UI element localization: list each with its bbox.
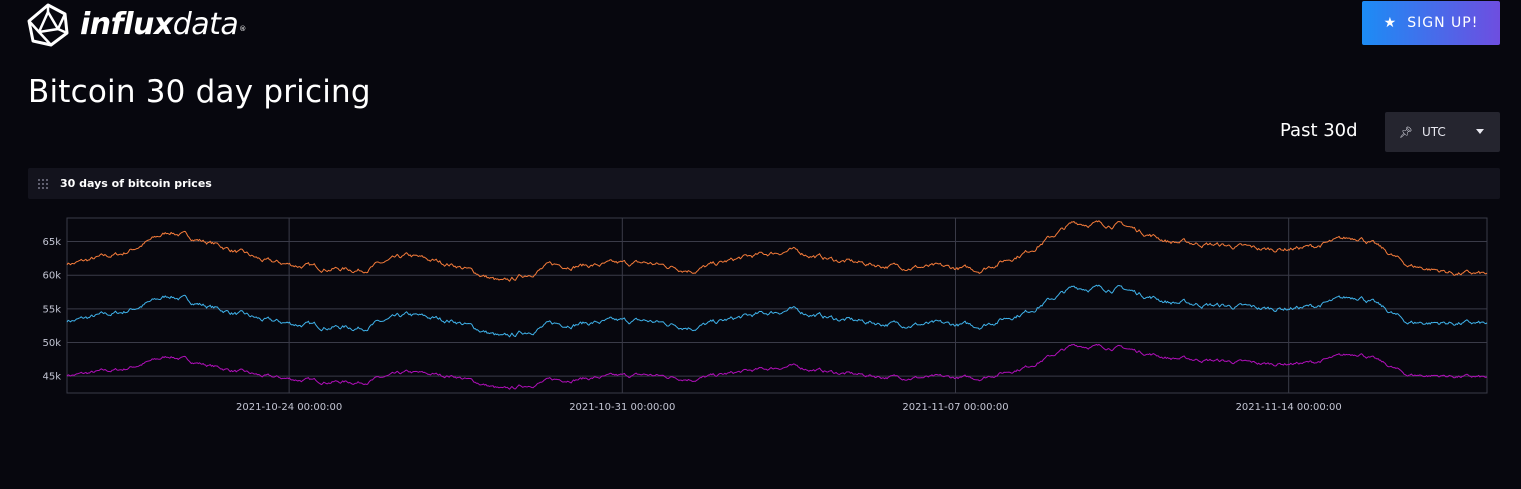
logo-wordmark-light: data — [172, 7, 239, 42]
star-icon: ★ — [1383, 15, 1398, 31]
chevron-down-icon — [1476, 129, 1484, 134]
y-tick-label: 65k — [42, 237, 61, 248]
y-tick-label: 60k — [42, 271, 61, 282]
timezone-dropdown[interactable]: 📌︎ UTC — [1385, 112, 1500, 152]
x-tick-label: 2021-11-14 00:00:00 — [1236, 402, 1342, 413]
logo-wordmark-bold: influx — [80, 7, 173, 42]
drag-handle-icon[interactable] — [38, 178, 50, 189]
panel-title: 30 days of bitcoin prices — [60, 177, 212, 190]
sign-up-button[interactable]: ★ SIGN UP! — [1362, 1, 1500, 45]
logo-registered-mark: ® — [239, 25, 246, 33]
series-line — [66, 284, 1488, 338]
page-title: Bitcoin 30 day pricing — [28, 74, 371, 110]
timezone-value: UTC — [1421, 125, 1446, 139]
influxdata-logo[interactable]: influxdata® — [27, 3, 246, 47]
y-tick-label: 50k — [42, 338, 61, 349]
sign-up-label: SIGN UP! — [1407, 15, 1479, 31]
series-line — [66, 343, 1488, 390]
logo-wordmark: influxdata® — [80, 7, 246, 43]
price-chart[interactable]: 45k 50k 55k 60k 65k 2021-10-24 00:00:00 2021-1… — [0, 200, 1521, 440]
time-range-label: Past 30d — [1280, 120, 1358, 141]
y-tick-label: 45k — [42, 372, 61, 383]
pin-icon: 📌︎ — [1399, 125, 1413, 139]
influxdata-logo-icon — [27, 3, 69, 47]
x-tick-label: 2021-10-31 00:00:00 — [569, 402, 675, 413]
panel-header: 30 days of bitcoin prices — [28, 168, 1500, 199]
top-bar: influxdata® ★ SIGN UP! — [0, 0, 1521, 50]
y-tick-label: 55k — [42, 304, 61, 315]
x-tick-label: 2021-10-24 00:00:00 — [236, 402, 342, 413]
x-tick-label: 2021-11-07 00:00:00 — [902, 402, 1008, 413]
plot-frame — [66, 217, 1488, 394]
price-chart-svg[interactable]: 45k 50k 55k 60k 65k 2021-10-24 00:00:00 2021-1… — [0, 200, 1521, 440]
series-line — [66, 220, 1488, 282]
